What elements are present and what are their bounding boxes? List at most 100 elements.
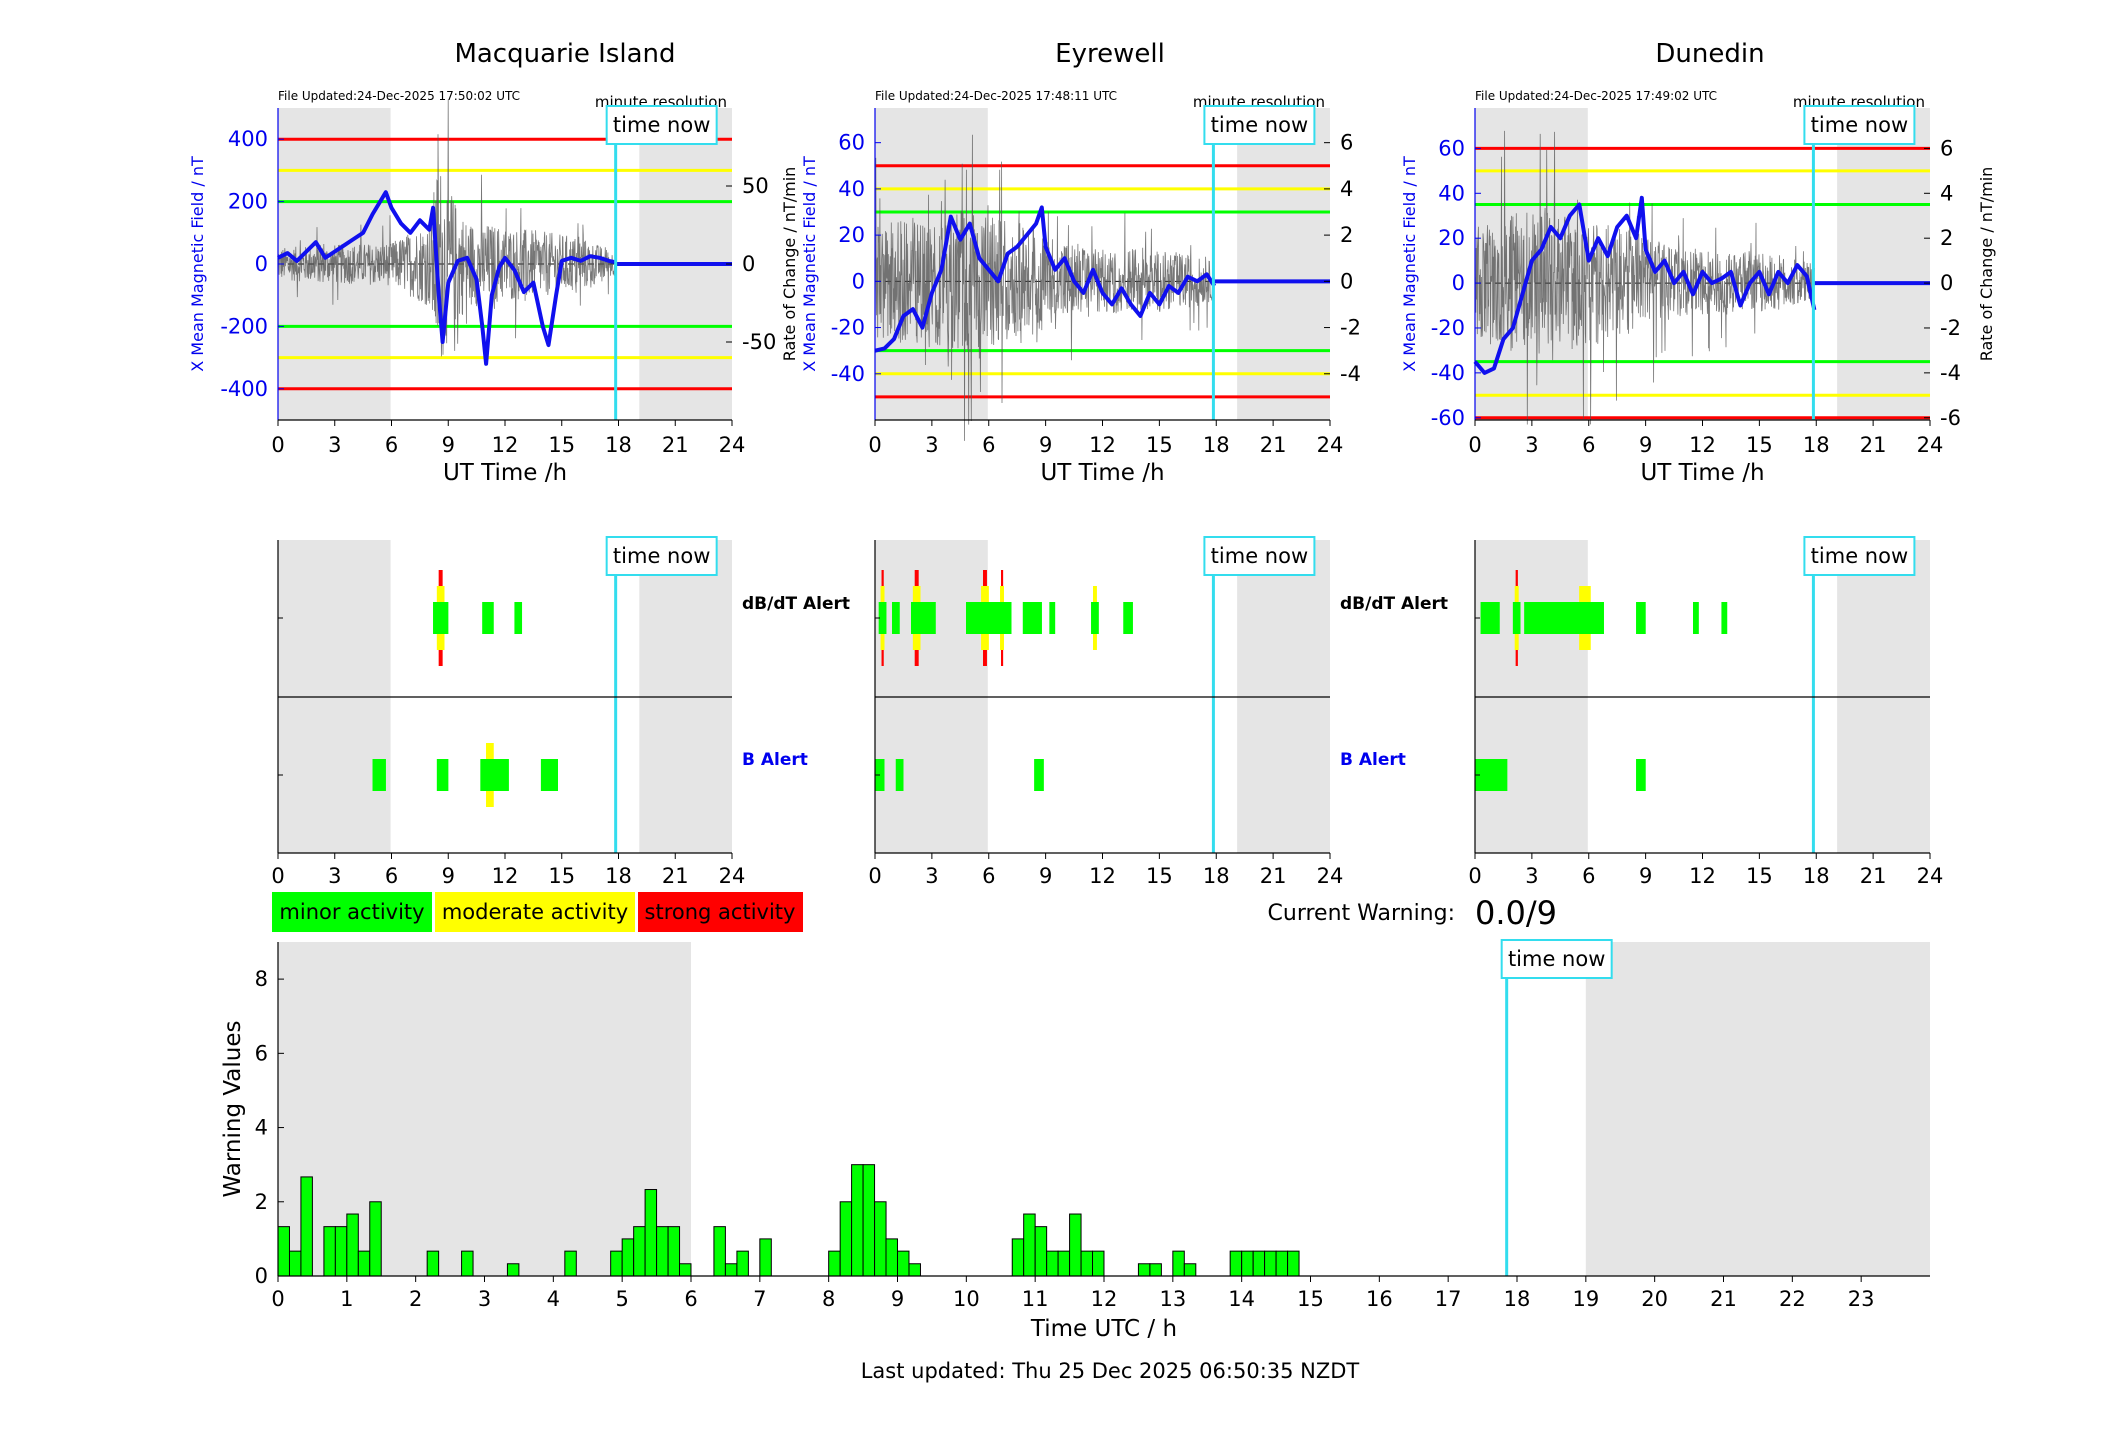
warning-bar — [1241, 1250, 1254, 1277]
x-tick-label: 22 — [1779, 1287, 1806, 1311]
x-tick-label: 12 — [1091, 1287, 1118, 1311]
x-tick-label: 9 — [442, 433, 455, 457]
night-shade — [278, 942, 691, 1276]
warning-bar — [334, 1226, 348, 1277]
warning-bar — [679, 1263, 692, 1277]
legend-minor-swatch — [272, 892, 432, 932]
dbdt-alert-segment-overlay — [1512, 602, 1521, 634]
warning-bar — [713, 1226, 726, 1277]
x-tick-label: 21 — [662, 433, 689, 457]
y-tick-label: -20 — [1431, 316, 1465, 340]
y-tick-label: 60 — [1438, 136, 1465, 160]
legend-moderate-label: moderate activity — [442, 900, 628, 924]
x-tick-label: 18 — [605, 864, 632, 888]
warning-bar — [839, 1201, 853, 1277]
x-tick-label: 6 — [385, 864, 398, 888]
dbdt-alert-segment-overlay — [1524, 602, 1604, 634]
warning-bar — [851, 1164, 864, 1277]
x-tick-label: 24 — [1917, 864, 1944, 888]
x-tick-label: 12 — [492, 433, 519, 457]
warning-bar — [1275, 1250, 1289, 1277]
warning-bar — [897, 1250, 910, 1277]
night-shade — [1837, 108, 1930, 420]
x-tick-label: 3 — [1525, 864, 1538, 888]
x-tick-label: 9 — [1039, 864, 1052, 888]
y-tick-label: 6 — [255, 1041, 268, 1065]
x-tick-label: 12 — [492, 864, 519, 888]
time-now-label: time now — [1811, 113, 1908, 137]
y-tick-label: 4 — [255, 1116, 268, 1140]
x-tick-label: 24 — [1917, 433, 1944, 457]
dbdt-alert-segment-overlay — [1049, 602, 1056, 634]
y2-tick-label: 0 — [742, 252, 755, 276]
warning-bar — [357, 1250, 371, 1277]
mean-field-line — [874, 205, 1217, 353]
mean-field-line — [277, 190, 617, 366]
warning-bar — [1092, 1250, 1105, 1277]
night-shade — [1585, 942, 1930, 1276]
x-tick-label: 21 — [1260, 864, 1287, 888]
dbdt-alert-segment-overlay — [1022, 602, 1042, 634]
dbdt-alert-segment-overlay — [966, 602, 1012, 634]
time-now-label: time now — [1211, 113, 1308, 137]
y-tick-label: -40 — [1431, 361, 1465, 385]
x-tick-label: 2 — [409, 1287, 422, 1311]
warning-bar — [426, 1250, 440, 1277]
y-tick-label: -40 — [831, 362, 865, 386]
x-tick-label: 12 — [1089, 864, 1116, 888]
x-tick-label: 19 — [1572, 1287, 1599, 1311]
b-alert-label: B Alert — [1340, 750, 1406, 770]
y2-tick-label: 0 — [1340, 269, 1353, 293]
x-tick-label: 6 — [1582, 433, 1595, 457]
warning-bar — [1137, 1263, 1151, 1277]
station-title: Eyrewell — [1055, 39, 1165, 69]
x-tick-label: 0 — [271, 433, 284, 457]
y2-tick-label: 50 — [742, 174, 769, 198]
time-now-box — [605, 536, 718, 576]
last-updated: Last updated: Thu 25 Dec 2025 06:50:35 N… — [861, 1359, 1360, 1383]
dbdt-alert-label: dB/dT Alert — [1340, 594, 1448, 614]
x-tick-label: 24 — [719, 433, 746, 457]
current-warning-label: Current Warning: — [1268, 901, 1455, 926]
b-alert-segment-overlay — [1636, 759, 1646, 791]
warning-bar — [644, 1189, 658, 1277]
warning-bar — [1229, 1250, 1243, 1277]
y2-tick-label: 6 — [1940, 136, 1953, 160]
time-now-box — [1203, 536, 1316, 576]
legend-strong-swatch — [638, 892, 803, 932]
x-tick-label: 15 — [548, 433, 575, 457]
x-tick-label: 6 — [684, 1287, 697, 1311]
warning-bar — [610, 1250, 623, 1277]
dbdt-alert-segment-overlay — [1721, 602, 1728, 634]
y2-tick-label: 2 — [1340, 223, 1353, 247]
legend-moderate-swatch — [435, 892, 635, 932]
y-tick-label: 20 — [838, 223, 865, 247]
x-tick-label: 0 — [868, 433, 881, 457]
x-tick-label: 15 — [1746, 864, 1773, 888]
x-tick-label: 0 — [868, 864, 881, 888]
station-panel-eyrewell: Eyrewell File Updated:24-Dec-2025 17:48:1… — [780, 39, 1361, 486]
dbdt-alert-segment-overlay — [1123, 602, 1133, 634]
alert-panel-macquarie: time now 0 3 6 9 12 15 18 21 24 dB/dT Alert B Alert — [271, 536, 850, 888]
x-tick-label: 4 — [547, 1287, 560, 1311]
warning-bar — [874, 1201, 887, 1277]
warning-bar — [506, 1263, 520, 1277]
b-alert-segment-overlay — [895, 759, 904, 791]
warning-bar — [1046, 1250, 1059, 1277]
warning-bar — [288, 1250, 302, 1277]
y2-tick-label: 0 — [1940, 271, 1953, 295]
dbdt-alert-segment-overlay — [892, 602, 900, 634]
time-now-label: time now — [613, 544, 710, 568]
warning-bar — [1069, 1213, 1082, 1277]
x-tick-label: 9 — [1639, 433, 1652, 457]
x-tick-label: 12 — [1089, 433, 1116, 457]
y-tick-label: 0 — [255, 252, 268, 276]
warning-bar — [1172, 1250, 1185, 1277]
y-tick-label: 8 — [255, 967, 268, 991]
b-alert-segment-overlay — [1034, 759, 1044, 791]
y-tick-label: 60 — [838, 131, 865, 155]
y-tick-label: 40 — [1438, 181, 1465, 205]
warning-bar — [1287, 1250, 1300, 1277]
x-tick-label: 9 — [442, 864, 455, 888]
x-tick-label: 1 — [340, 1287, 353, 1311]
